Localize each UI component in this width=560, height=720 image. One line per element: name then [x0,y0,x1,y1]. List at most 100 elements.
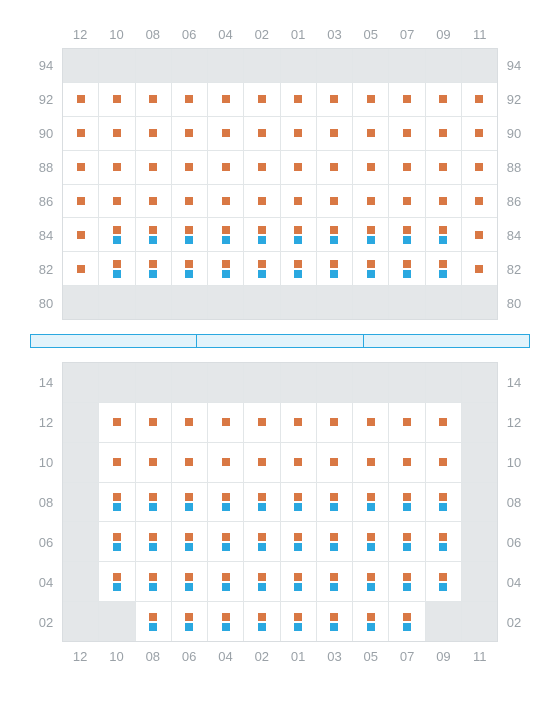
top-section: 9492908886848280 9492908886848280 [30,48,530,320]
grid-cell [98,218,134,251]
grid-cell [352,185,388,218]
marker-orange [258,260,266,268]
grid-cell [135,443,171,482]
marker-orange [439,226,447,234]
marker-blue [258,236,266,244]
marker-orange [185,226,193,234]
marker-orange [185,493,193,501]
row-label: 80 [30,286,62,320]
marker-orange [222,129,230,137]
row-label: 12 [30,402,62,442]
grid-cell [63,602,98,641]
grid-cell [388,363,424,402]
grid-cell [135,363,171,402]
grid-cell [63,252,98,285]
grid-cell [63,117,98,150]
marker-blue [258,270,266,278]
grid-cell [98,483,134,522]
marker-orange [294,129,302,137]
grid-cell [280,185,316,218]
marker-blue [294,270,302,278]
marker-blue [403,236,411,244]
grid-cell [171,151,207,184]
grid-cell [461,49,497,82]
grid-cell [461,562,497,601]
grid-cell [352,117,388,150]
row-label: 12 [498,402,530,442]
marker-orange [439,493,447,501]
marker-orange [367,129,375,137]
grid-cell [98,403,134,442]
grid-cell [461,403,497,442]
grid-cell [461,286,497,319]
grid-cell [352,286,388,319]
marker-blue [149,503,157,511]
grid-cell [207,562,243,601]
grid-cell [388,562,424,601]
grid-cell [425,363,461,402]
column-label: 10 [98,649,134,664]
marker-orange [185,533,193,541]
grid-cell [98,443,134,482]
marker-orange [149,260,157,268]
grid-cell [171,562,207,601]
marker-blue [222,583,230,591]
column-label: 08 [135,27,171,42]
marker-orange [403,226,411,234]
marker-orange [149,163,157,171]
column-label: 12 [62,649,98,664]
marker-orange [149,613,157,621]
bottom-grid [62,362,498,642]
column-label: 05 [353,27,389,42]
marker-orange [330,418,338,426]
marker-orange [294,95,302,103]
row-label: 90 [30,116,62,150]
marker-blue [113,270,121,278]
marker-orange [330,129,338,137]
marker-orange [439,129,447,137]
marker-orange [149,197,157,205]
marker-blue [367,503,375,511]
grid-cell [352,49,388,82]
grid-cell [461,363,497,402]
marker-blue [294,503,302,511]
column-label: 02 [244,27,280,42]
marker-orange [403,613,411,621]
divider-segment [363,335,529,347]
grid-cell [207,483,243,522]
marker-orange [222,418,230,426]
grid-cell [316,49,352,82]
grid-cell [316,602,352,641]
row-label: 10 [30,442,62,482]
marker-orange [475,231,483,239]
marker-blue [367,543,375,551]
marker-orange [330,458,338,466]
grid-cell [280,218,316,251]
marker-orange [403,197,411,205]
column-label: 08 [135,649,171,664]
column-label: 09 [425,27,461,42]
row-label: 10 [498,442,530,482]
grid-cell [425,185,461,218]
row-label: 08 [498,482,530,522]
grid-cell [388,83,424,116]
marker-blue [330,236,338,244]
grid-cell [461,602,497,641]
marker-orange [77,231,85,239]
row-label: 94 [498,48,530,82]
marker-orange [439,95,447,103]
marker-blue [439,270,447,278]
column-label: 06 [171,649,207,664]
marker-orange [149,458,157,466]
row-label: 04 [30,562,62,602]
grid-cell [207,522,243,561]
grid-cell [135,403,171,442]
grid-row [63,363,497,402]
grid-cell [425,218,461,251]
grid-cell [98,602,134,641]
grid-cell [243,49,279,82]
bottom-row-labels-right: 14121008060402 [498,362,530,642]
row-label: 88 [498,150,530,184]
marker-orange [185,573,193,581]
marker-orange [294,458,302,466]
